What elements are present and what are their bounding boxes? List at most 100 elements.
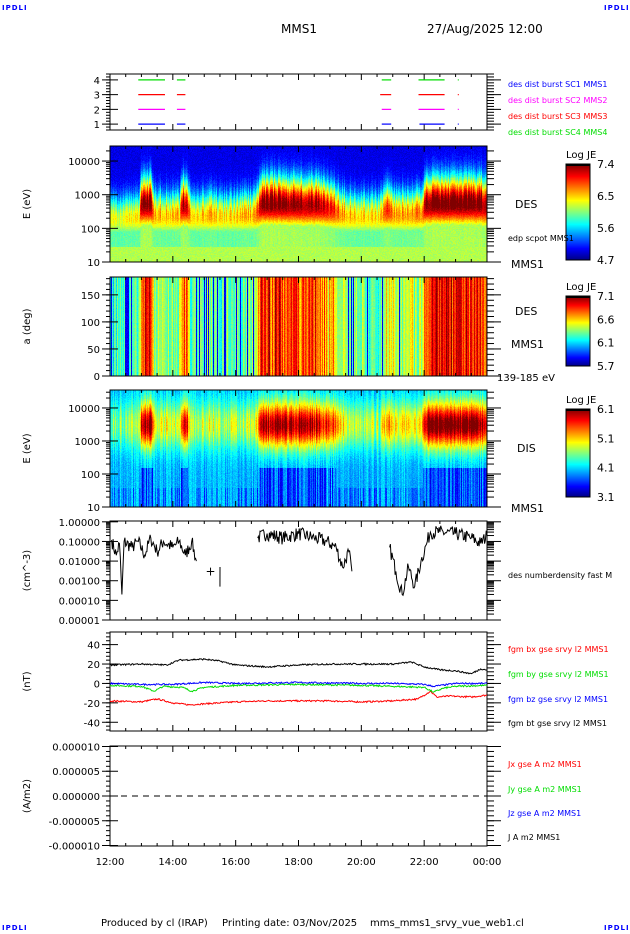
y-tick-label: 150 [81, 291, 100, 302]
y-tick-label: 3 [94, 91, 100, 102]
legend-entry: des dist burst SC1 MMS1 [508, 80, 607, 89]
y-axis-label: (nT) [22, 671, 33, 691]
colorbar-tick-label: 5.1 [597, 432, 615, 445]
right-label: fgm bx gse srvy l2 MMS1 [508, 645, 609, 654]
y-axis-label: (cm^-3) [22, 550, 33, 591]
series-line-bz [109, 681, 488, 688]
right-label: fgm by gse srvy l2 MMS1 [508, 670, 609, 679]
y-tick-label: 0.000000 [52, 792, 100, 803]
footer-produced: Produced by cl (IRAP) [101, 918, 208, 929]
right-label: DES [515, 305, 537, 318]
y-tick-label: 4 [94, 76, 100, 87]
y-tick-label: 1.00000 [59, 518, 100, 529]
y-tick-label: 20 [87, 660, 100, 671]
footer-file: mms_mms1_srvy_vue_web1.cl [370, 918, 524, 929]
y-tick-label: 10000 [68, 157, 100, 168]
panel-des-pitch [102, 276, 501, 377]
panel-density [102, 520, 501, 621]
y-tick-label: 1000 [75, 437, 100, 448]
colorbar-tick-label: 3.1 [597, 491, 615, 504]
series-line-by [109, 682, 488, 693]
x-tick-label: 16:00 [221, 857, 250, 868]
colorbar-tick-label: 6.6 [597, 313, 615, 326]
panel-bfield [102, 631, 501, 732]
y-tick-label: 100 [81, 318, 100, 329]
colorbar-tick-label: 6.1 [597, 337, 615, 350]
colorbar-title: Log JE [566, 395, 596, 406]
series-line-bt [109, 658, 488, 675]
panel-current [102, 745, 501, 847]
panel-frame [109, 145, 488, 263]
y-axis-label: a (deg) [22, 308, 33, 344]
y-tick-label: 0.000005 [52, 767, 100, 778]
y-tick-label: 100 [81, 224, 100, 235]
footer-printing-date: Printing date: 03/Nov/2025 [222, 918, 358, 929]
right-label: MMS1 [511, 258, 544, 271]
colorbar-tick-label: 6.5 [597, 190, 615, 203]
colorbar-tick-label: 5.6 [597, 222, 615, 235]
y-tick-label: 0 [94, 372, 100, 383]
colorbar-tick-label: 4.7 [597, 254, 615, 267]
legend-entry: des dist burst SC2 MMS2 [508, 96, 607, 105]
series-line-bx [109, 690, 488, 706]
y-tick-label: -0.000005 [49, 817, 100, 828]
corner-mark-tr: IPDLI [604, 4, 630, 12]
colorbar-frame [565, 408, 591, 498]
colorbar-title: Log JE [566, 282, 596, 293]
colorbar-tick-label: 5.7 [597, 360, 615, 373]
y-tick-label: 0.00010 [59, 596, 100, 607]
y-tick-label: 0 [94, 679, 100, 690]
legend-entry: des dist burst SC3 MMS3 [508, 112, 607, 121]
right-label: Jy gse A m2 MMS1 [507, 785, 582, 794]
corner-mark-tl: IPDLI [2, 4, 28, 12]
y-tick-label: 50 [87, 345, 100, 356]
right-label: MMS1 [511, 502, 544, 515]
colorbar-tick-label: 4.1 [597, 462, 615, 475]
y-tick-label: 0.01000 [59, 557, 100, 568]
right-label: 139-185 eV [497, 373, 555, 384]
y-tick-label: 10000 [68, 404, 100, 415]
y-tick-label: 10 [87, 503, 100, 514]
right-label: DES [515, 198, 537, 211]
y-tick-label: -40 [84, 718, 100, 729]
right-label: Jz gse A m2 MMS1 [507, 809, 581, 818]
des-pitch-colorbar [566, 296, 590, 366]
y-tick-label: 0.000010 [52, 742, 100, 753]
y-tick-label: 0.10000 [59, 537, 100, 548]
y-axis-label: E (eV) [22, 433, 33, 463]
x-tick-label: 22:00 [410, 857, 439, 868]
legend-entry: des dist burst SC4 MMS4 [508, 128, 607, 137]
x-tick-label: 14:00 [158, 857, 187, 868]
dis-energy-colorbar [566, 409, 590, 497]
colorbar-frame [565, 295, 591, 367]
panel-frame [109, 389, 488, 508]
right-label: fgm bt gse srvy l2 MMS1 [508, 719, 607, 728]
panel-dis-energy [102, 389, 501, 508]
y-tick-label: 40 [87, 641, 100, 652]
dis-energy-spectrogram [110, 390, 487, 507]
y-tick-label: 2 [94, 105, 100, 116]
y-tick-label: 0.00100 [59, 577, 100, 588]
plot-datetime: 27/Aug/2025 12:00 [427, 22, 543, 36]
colorbar-tick-label: 6.1 [597, 403, 615, 416]
right-label: edp scpot MMS1 [508, 234, 574, 243]
panel-des-energy [102, 145, 501, 263]
data-marker: + [206, 564, 216, 578]
panel-frame [109, 631, 488, 732]
y-tick-label: -20 [84, 699, 100, 710]
des-energy-colorbar [566, 164, 590, 260]
right-label: des numberdensity fast M [508, 571, 612, 580]
x-tick-label: 20:00 [347, 857, 376, 868]
panel-frame [109, 520, 488, 621]
series-line-density [111, 525, 488, 597]
colorbar-tick-label: 7.1 [597, 290, 615, 303]
right-label: J A m2 MMS1 [507, 833, 560, 842]
x-tick-label: 12:00 [96, 857, 125, 868]
plot-title: MMS1 [281, 22, 317, 36]
y-axis-label: (A/m2) [22, 779, 33, 813]
y-tick-label: 100 [81, 470, 100, 481]
panel-frame [109, 276, 488, 377]
right-label: MMS1 [511, 338, 544, 351]
colorbar-frame [565, 163, 591, 261]
